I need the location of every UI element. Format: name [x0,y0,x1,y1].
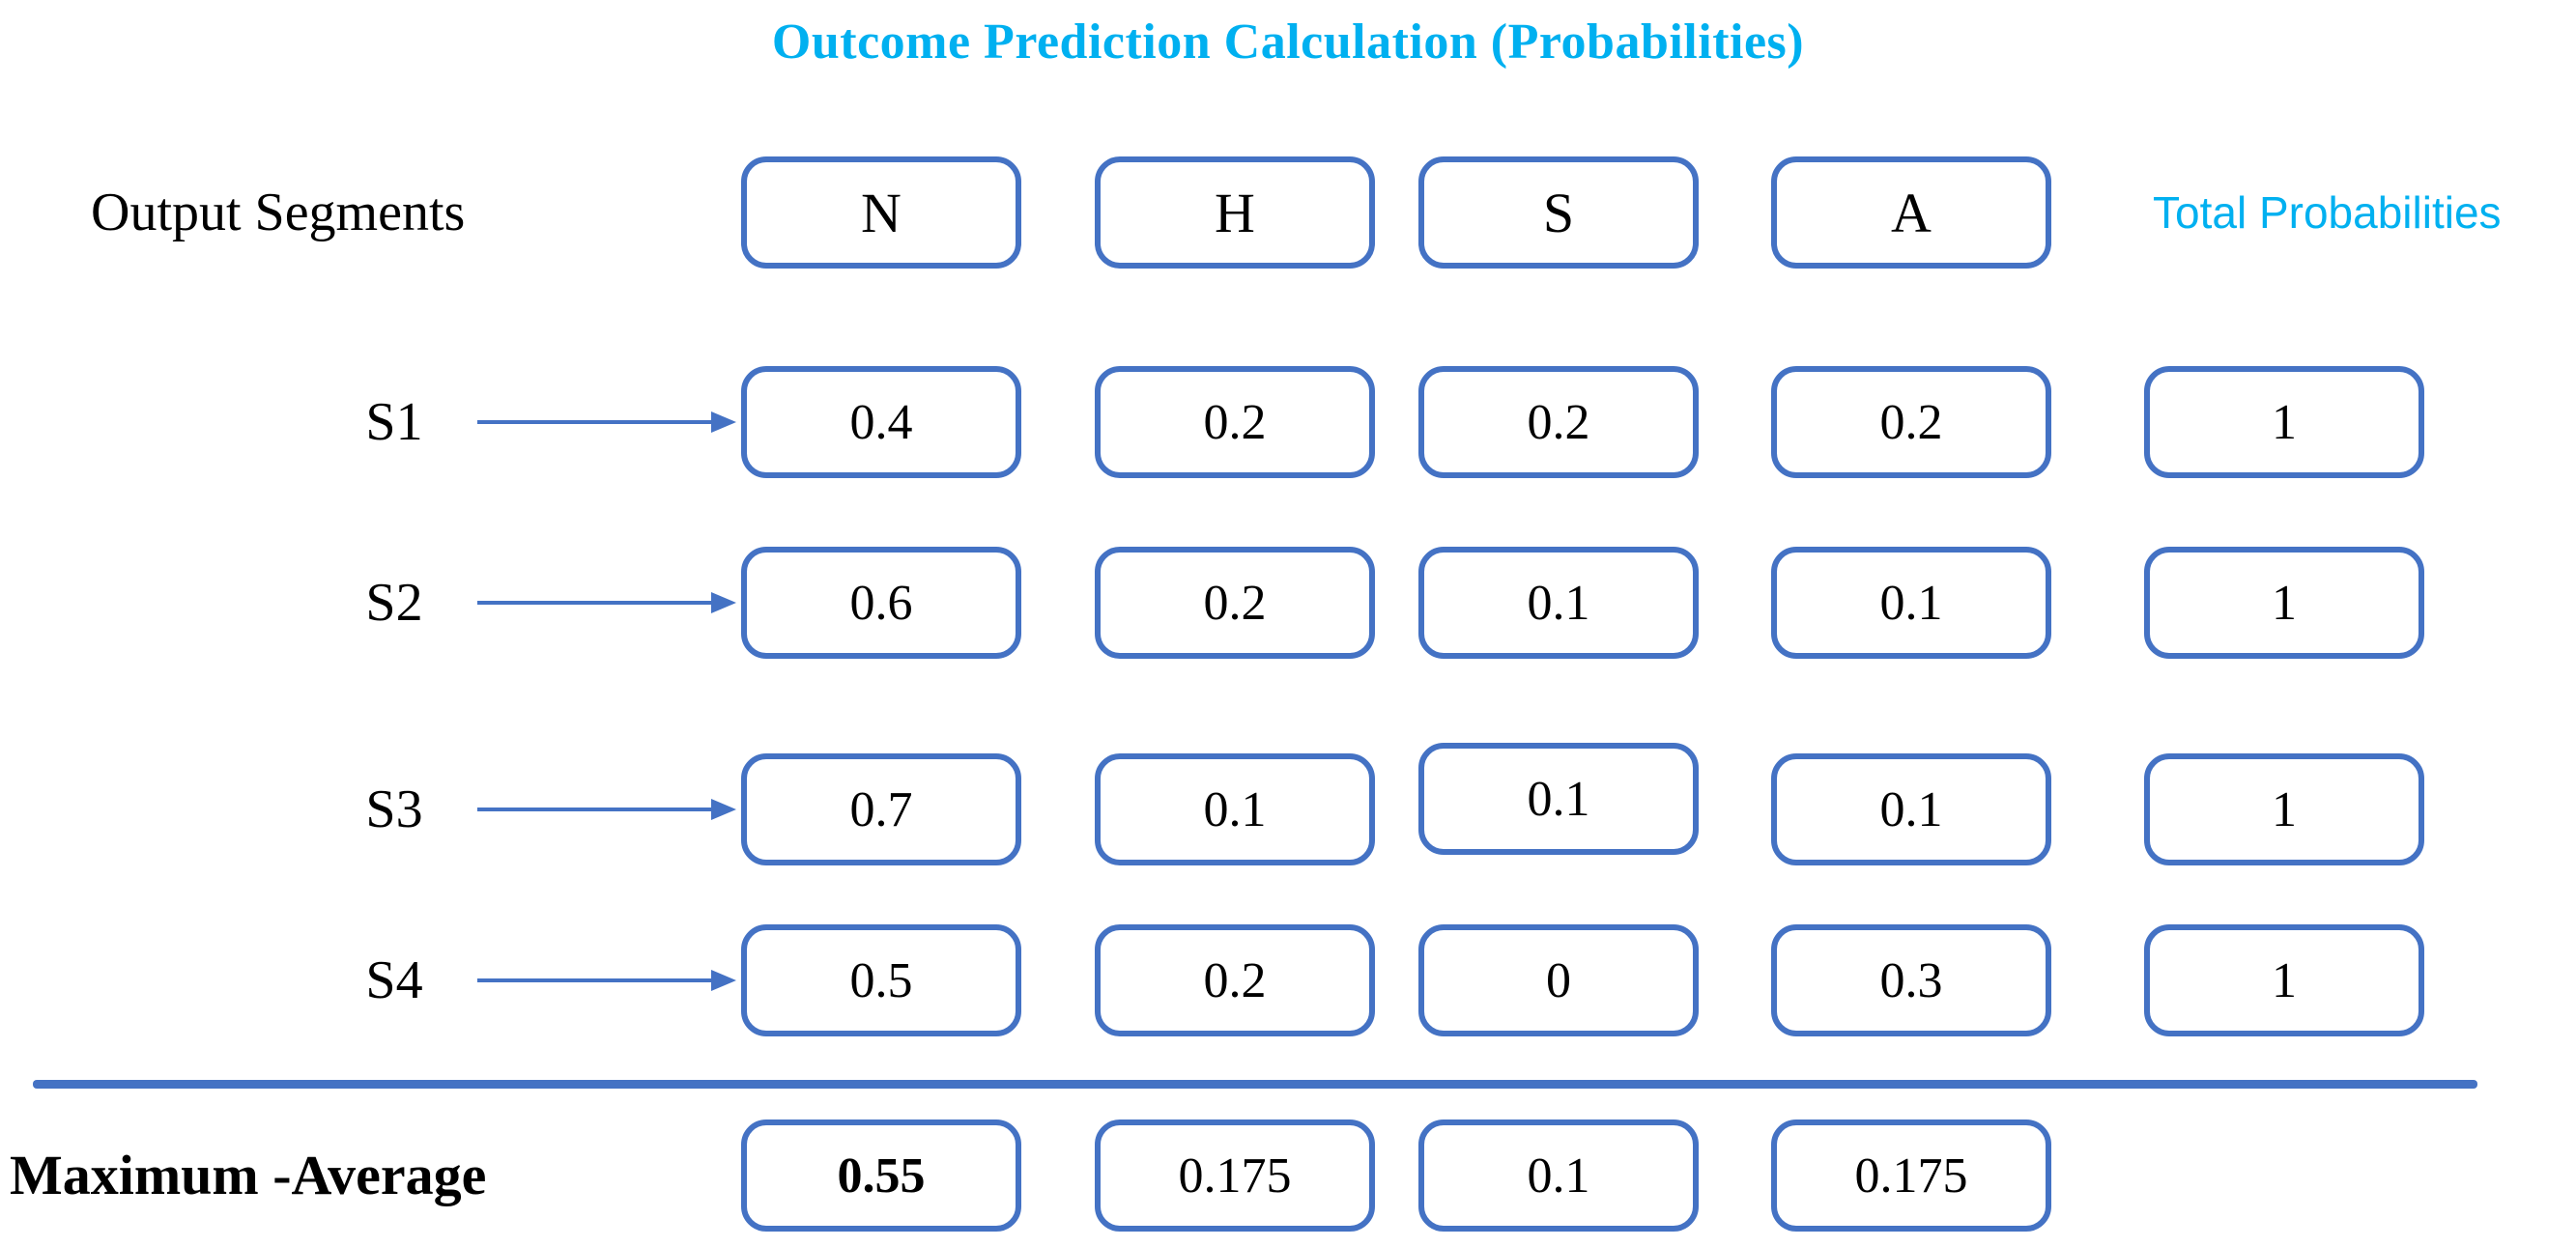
value-box: 0.2 [1095,924,1375,1036]
total-box: 1 [2144,366,2424,478]
value-box: 0.3 [1771,924,2051,1036]
arrow-right-icon [477,799,736,820]
column-header-box-n: N [741,156,1021,269]
value-box: 0.1 [1771,753,2051,865]
total-probabilities-label: Total Probabilities [2153,187,2502,238]
value-box: 0.2 [1418,366,1699,478]
summary-box: 0.1 [1418,1119,1699,1232]
arrow-right-icon [477,592,736,613]
column-header-box-h: H [1095,156,1375,269]
column-header-box-s: S [1418,156,1699,269]
value-box: 0.1 [1095,753,1375,865]
value-box: 0.2 [1095,366,1375,478]
total-box: 1 [2144,924,2424,1036]
row-label-s4: S4 [365,950,423,1010]
column-header-box-a: A [1771,156,2051,269]
divider-line [33,1080,2477,1089]
value-box: 0.4 [741,366,1021,478]
arrow-right-icon [477,970,736,991]
value-box: 0.5 [741,924,1021,1036]
value-box: 0 [1418,924,1699,1036]
total-box: 1 [2144,547,2424,659]
value-box: 0.7 [741,753,1021,865]
value-box: 0.1 [1418,743,1699,855]
row-label-s2: S2 [365,573,423,633]
arrow-right-icon [477,411,736,433]
summary-box: 0.55 [741,1119,1021,1232]
value-box: 0.2 [1771,366,2051,478]
diagram-title: Outcome Prediction Calculation (Probabil… [771,14,1805,70]
total-box: 1 [2144,753,2424,865]
value-box: 0.6 [741,547,1021,659]
value-box: 0.2 [1095,547,1375,659]
value-box: 0.1 [1771,547,2051,659]
maximum-average-label: Maximum -Average [10,1144,487,1206]
summary-box: 0.175 [1771,1119,2051,1232]
row-label-s1: S1 [365,392,423,452]
value-box: 0.1 [1418,547,1699,659]
summary-box: 0.175 [1095,1119,1375,1232]
output-segments-label: Output Segments [91,183,466,242]
row-label-s3: S3 [365,779,423,839]
